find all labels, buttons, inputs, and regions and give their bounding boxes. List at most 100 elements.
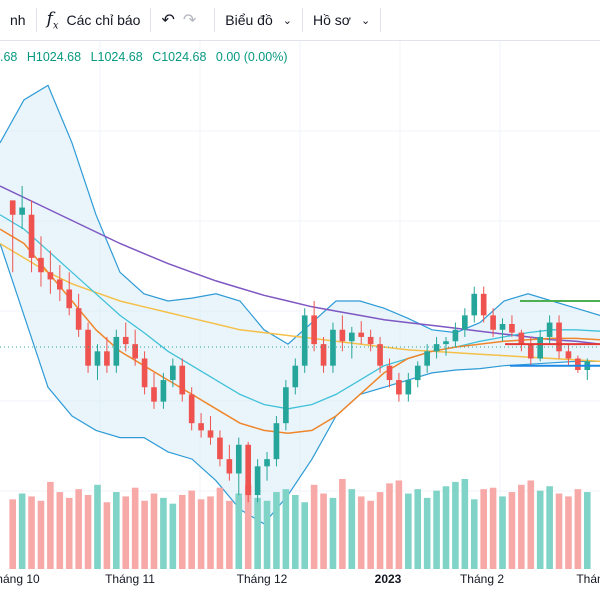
ohlc-high: H1024.68 [26, 50, 82, 64]
volume-bar [84, 494, 92, 569]
volume-bar [235, 493, 243, 569]
volume-bar [357, 496, 365, 569]
candle-body [330, 329, 336, 366]
candle-body [188, 394, 195, 424]
bollinger-upper-line [0, 84, 600, 345]
undo-redo-group: ↶ ↷ [151, 0, 214, 40]
candle-body [132, 344, 138, 359]
candle-body [518, 332, 525, 345]
candle-body [151, 387, 157, 402]
volume-bar [263, 500, 271, 569]
candle-body [179, 365, 186, 395]
volume-bar [423, 497, 431, 569]
volume-bar [65, 497, 73, 569]
volume-bar [197, 499, 205, 569]
volume-bar [574, 489, 582, 569]
volume-bar [489, 487, 497, 569]
candle-body [198, 423, 204, 431]
candle-body [235, 444, 242, 474]
candle-body [527, 344, 534, 359]
chart-menu-label: Biểu đồ [225, 12, 273, 28]
candle-body [254, 466, 261, 496]
candle-body [301, 315, 308, 366]
volume-bar [395, 480, 403, 569]
volume-bar [320, 493, 327, 569]
redo-icon[interactable]: ↷ [182, 12, 197, 29]
x-axis-tick-label: Tháng 2 [459, 572, 505, 586]
volume-bar [9, 499, 17, 569]
volume-bar [452, 481, 459, 569]
candle-body [311, 315, 317, 345]
volume-bar [18, 493, 26, 569]
volume-bar [188, 490, 195, 569]
candle-body [75, 308, 82, 330]
volume-bar [508, 492, 516, 569]
candle-body [462, 315, 468, 330]
candle-body [94, 351, 101, 366]
candle-body [490, 315, 496, 330]
candle-body [443, 341, 449, 345]
x-axis-tick-label: Thán [576, 572, 600, 586]
candle-body [537, 336, 544, 359]
volume-bar [367, 500, 374, 569]
price-chart[interactable] [0, 41, 600, 571]
volume-bar [207, 496, 214, 569]
candle-body [396, 380, 402, 395]
candle-body [28, 214, 35, 258]
time-axis: háng 10 Tháng 11 Tháng 12 2023 Tháng 2 Thán [0, 572, 600, 592]
candle-body [386, 365, 393, 381]
volume-bar [244, 484, 252, 569]
volume-bar [56, 492, 64, 569]
candle-body [9, 200, 16, 215]
volume-bar [254, 497, 261, 569]
volume-bar [376, 492, 384, 569]
volume-bar [113, 492, 120, 569]
candle-body [66, 289, 73, 309]
candle-body [113, 336, 120, 366]
candle-body [480, 293, 487, 316]
toolbar-divider [214, 8, 216, 32]
volume-bar [555, 493, 563, 569]
candle-body [283, 387, 289, 424]
volume-bar [565, 496, 572, 569]
volume-bar [536, 490, 544, 569]
bollinger-lower-line [0, 243, 600, 525]
candle-body [348, 332, 355, 342]
toolbar-partial-item[interactable]: nh [0, 0, 36, 40]
undo-icon[interactable]: ↶ [161, 12, 175, 29]
profile-menu-button[interactable]: Hồ sơ ⌄ [303, 0, 380, 40]
candle-body [264, 459, 270, 467]
chart-menu-button[interactable]: Biểu đồ ⌄ [215, 0, 302, 40]
toolbar-divider [150, 8, 152, 32]
volume-bar [527, 480, 535, 569]
x-axis-tick-label: Tháng 12 [236, 572, 288, 586]
volume-bar [414, 489, 422, 569]
volume-bar [348, 489, 356, 569]
volume-bar [583, 492, 591, 569]
candle-body [170, 365, 176, 381]
candle-body [226, 459, 233, 474]
candle-body [377, 344, 383, 366]
indicators-button[interactable]: fx Các chỉ báo [37, 0, 151, 40]
candle-body [499, 324, 506, 330]
x-axis-tick-label: 2023 [374, 572, 402, 586]
ohlc-legend: .68 H1024.68 L1024.68 C1024.68 0.00 (0.0… [0, 50, 293, 64]
candle-body [471, 293, 478, 316]
function-icon: fx [46, 8, 59, 32]
indicators-label: Các chỉ báo [66, 12, 141, 28]
ma-mid-line [0, 242, 600, 363]
volume-bar [329, 497, 337, 569]
candle-body [245, 444, 252, 496]
volume-bar [141, 500, 148, 569]
candle-body [509, 324, 515, 333]
candle-body [358, 332, 365, 337]
volume-bar [518, 484, 525, 569]
bollinger-band-fill [0, 85, 600, 524]
volume-bar [480, 489, 487, 569]
volume-bar [122, 496, 130, 569]
candle-body [339, 329, 346, 342]
candle-body [424, 351, 430, 366]
volume-bar [301, 502, 309, 569]
candle-body [556, 322, 562, 352]
basis-line [0, 214, 600, 410]
